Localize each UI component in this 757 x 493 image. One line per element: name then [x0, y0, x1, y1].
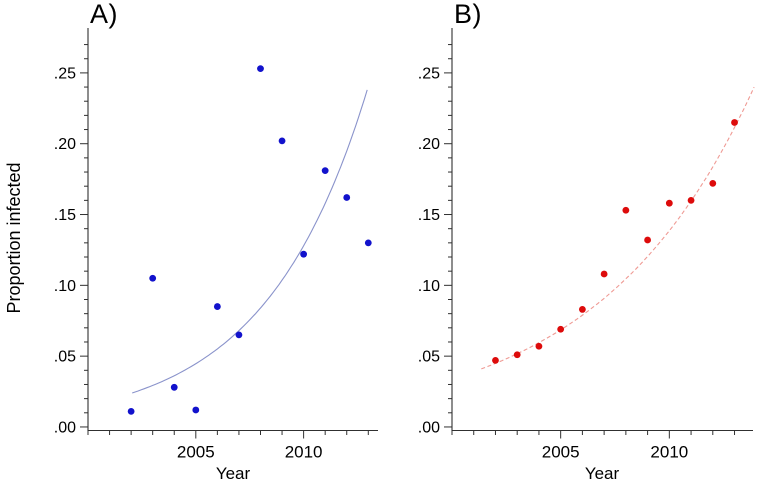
data-point-A — [235, 331, 243, 339]
panel-b-title: B) — [454, 0, 482, 29]
data-point-B — [492, 356, 499, 364]
data-point-A — [149, 274, 157, 282]
data-point-B — [644, 236, 651, 244]
data-point-B — [600, 270, 608, 278]
data-point-B — [665, 199, 673, 207]
data-point-A — [300, 250, 308, 258]
data-point-A — [170, 383, 178, 391]
x-tick-label: 2010 — [650, 443, 688, 462]
y-axis-title: Proportion infected — [4, 162, 24, 314]
data-point-A — [343, 194, 351, 201]
data-point-B — [709, 179, 717, 187]
trend-curve-A — [132, 89, 368, 394]
data-point-B — [622, 206, 630, 214]
trend-curve-B — [481, 86, 755, 370]
y-tick-label: .20 — [418, 136, 440, 153]
data-point-B — [687, 196, 695, 204]
axes-A — [87, 28, 378, 432]
y-tick-label: .05 — [418, 349, 440, 366]
data-point-A — [213, 303, 221, 310]
y-tick-label: .25 — [418, 65, 440, 82]
data-point-A — [321, 167, 329, 175]
data-point-A — [278, 137, 286, 145]
y-tick-label: .10 — [54, 278, 76, 295]
y-tick-label: .05 — [54, 349, 76, 366]
y-tick-label: .00 — [418, 419, 440, 436]
data-point-B — [535, 342, 543, 350]
data-point-A — [364, 239, 372, 247]
x-tick-label: 2005 — [542, 443, 580, 462]
data-point-B — [557, 325, 565, 333]
x-tick-label: 2005 — [177, 443, 215, 462]
y-tick-label: .00 — [54, 419, 76, 436]
x-tick-label: 2010 — [285, 443, 323, 462]
axes-B — [451, 28, 753, 432]
data-point-A — [127, 407, 135, 415]
data-point-B — [513, 351, 521, 359]
y-tick-label: .15 — [54, 207, 76, 224]
y-tick-label: .25 — [54, 65, 76, 82]
data-point-A — [192, 406, 200, 414]
y-tick-label: .20 — [54, 136, 76, 153]
data-point-B — [578, 306, 586, 313]
y-tick-label: .10 — [418, 278, 440, 295]
y-tick-label: .15 — [418, 207, 440, 224]
x-axis-title-b: Year — [584, 464, 620, 483]
data-point-B — [731, 119, 738, 126]
data-point-A — [257, 65, 264, 73]
x-axis-title-a: Year — [215, 464, 251, 483]
panel-a-title: A) — [90, 0, 118, 29]
